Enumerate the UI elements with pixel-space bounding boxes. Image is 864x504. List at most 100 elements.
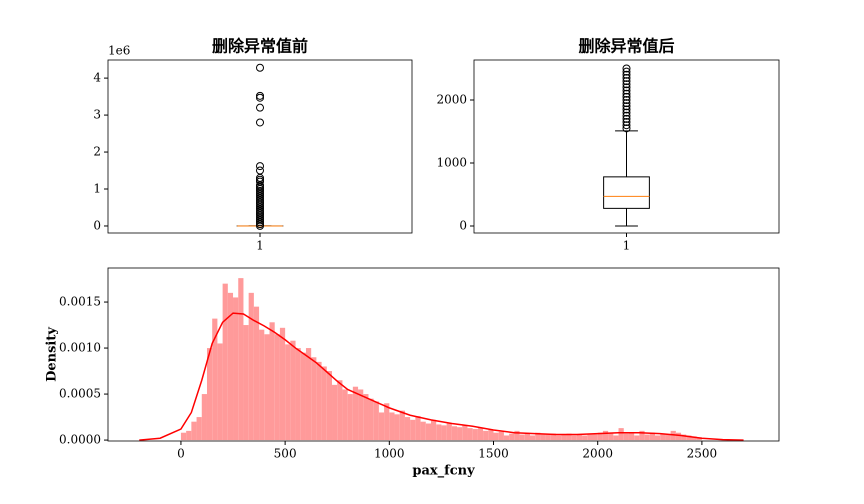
flier — [622, 111, 631, 120]
flier — [622, 80, 631, 89]
y-tick-label: 2000 — [436, 93, 467, 107]
histogram-bar — [587, 434, 593, 441]
histogram-bar — [462, 425, 468, 441]
histogram-bar — [347, 394, 353, 441]
histogram-bar — [660, 433, 666, 441]
histogram-bar — [576, 434, 583, 441]
histogram-bar — [290, 340, 296, 441]
flier — [622, 89, 631, 98]
x-tick-label: 1000 — [374, 447, 405, 461]
flier — [622, 64, 631, 73]
histogram-bar — [410, 419, 416, 441]
flier — [622, 114, 631, 123]
histogram-bar — [509, 433, 515, 441]
histogram-bar — [571, 435, 577, 441]
histogram-bar — [259, 329, 265, 441]
y-tick-label: 0.0005 — [59, 387, 101, 401]
flier — [256, 166, 264, 175]
y-tick-label: 4 — [93, 71, 101, 85]
histogram-bar — [243, 325, 249, 441]
y-tick-label: 1000 — [436, 156, 467, 170]
histogram-bar — [201, 394, 207, 441]
y-tick-label: 0.0000 — [59, 433, 101, 447]
x-tick-label: 2000 — [582, 447, 613, 461]
flier — [622, 86, 631, 95]
histogram-bar — [451, 426, 458, 441]
histogram-bar — [665, 434, 671, 441]
histogram-bar — [316, 361, 322, 441]
histogram-bar — [206, 348, 213, 441]
histogram-bar — [363, 394, 369, 441]
histogram-bar — [634, 435, 640, 441]
histogram-bar — [529, 435, 536, 441]
axes-frame — [473, 59, 780, 234]
chart-title: 删除异常值后 — [578, 37, 674, 56]
histogram-bar — [696, 437, 702, 441]
histogram-bar — [415, 416, 421, 441]
histogram-bar — [545, 434, 551, 441]
histogram-bar — [623, 433, 629, 441]
histogram-bar — [227, 292, 234, 441]
axes-frame — [107, 267, 780, 442]
histogram-bar — [196, 417, 202, 441]
histogram-bar — [608, 433, 614, 441]
histogram-bar — [430, 419, 437, 441]
histogram-bar — [248, 292, 254, 441]
histogram-bar — [332, 384, 338, 441]
histogram-bar — [337, 380, 343, 441]
y-tick-label: 3 — [93, 108, 101, 122]
histogram-bar — [212, 318, 218, 441]
histogram-bar — [498, 431, 504, 441]
histogram-bar — [264, 334, 270, 441]
flier — [622, 70, 631, 79]
histogram-bar — [514, 430, 520, 441]
histogram-bar — [472, 429, 478, 441]
histogram-bar — [373, 401, 379, 441]
histogram-bar — [488, 429, 494, 441]
axes-frame — [107, 59, 413, 234]
flier — [622, 83, 631, 92]
histogram-bar — [457, 427, 463, 441]
y-tick-label: 0.0010 — [59, 341, 101, 355]
histogram-bar — [186, 430, 192, 441]
y-tick-label: 0 — [93, 218, 101, 232]
histogram-bar — [441, 425, 447, 441]
flier — [622, 118, 631, 127]
histogram-bar — [550, 433, 557, 441]
histogram-bar — [352, 386, 359, 441]
histogram-bar — [483, 430, 489, 441]
histogram-bar — [618, 428, 624, 441]
histogram-bar — [681, 434, 687, 441]
histogram-bar — [300, 352, 306, 441]
histogram-bar — [399, 410, 405, 441]
histogram-bar — [561, 434, 567, 441]
histogram-bar — [279, 327, 286, 441]
histogram-bar — [628, 432, 635, 441]
histogram-bar — [613, 435, 619, 441]
flier — [622, 92, 631, 101]
histogram-bar — [446, 423, 452, 441]
histogram-bar — [420, 421, 426, 441]
x-tick-label: 1500 — [478, 447, 509, 461]
flier — [622, 77, 631, 86]
histogram-bar — [503, 435, 510, 441]
offset-text: 1e6 — [108, 44, 130, 58]
histogram-bar — [191, 421, 197, 441]
flier — [622, 99, 631, 108]
histogram-bar — [295, 348, 301, 441]
histogram-bar — [425, 423, 431, 441]
histogram-bar — [222, 283, 228, 441]
x-tick-label: 0 — [177, 447, 185, 461]
x-tick-label: 2500 — [687, 447, 718, 461]
histogram-bar — [592, 434, 598, 441]
box — [603, 176, 650, 209]
histogram-bar — [540, 434, 546, 441]
histogram-bar — [644, 434, 650, 441]
histogram-bar — [274, 334, 280, 441]
histogram-bar — [342, 389, 348, 441]
histogram-bar — [556, 435, 562, 441]
histogram-bar — [436, 424, 442, 441]
histogram-bar — [404, 417, 411, 441]
histogram-bar — [217, 343, 223, 441]
flier — [622, 108, 631, 117]
